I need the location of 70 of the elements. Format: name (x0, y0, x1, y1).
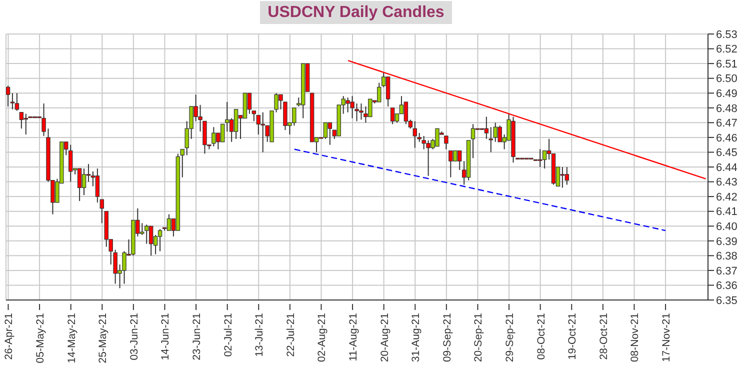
x-tick-label: 14-May-21 (66, 312, 78, 364)
y-tick-label: 6.52 (716, 44, 738, 56)
y-tick-label: 6.43 (716, 176, 738, 189)
candlestick (158, 228, 162, 252)
y-tick-label: 6.46 (716, 132, 738, 144)
y-tick-label: 6.45 (716, 147, 738, 160)
candlestick (390, 107, 395, 125)
x-tick-label: 08-Oct-21 (535, 312, 548, 360)
x-tick-label: 22-Jul-21 (284, 312, 297, 357)
x-tick-label: 31-Aug-21 (410, 312, 422, 362)
y-tick-label: 6.35 (716, 294, 738, 307)
chart-title: USDCNY Daily Candles (260, 1, 452, 24)
candlestick (542, 150, 547, 169)
y-tick-label: 6.37 (716, 265, 738, 278)
y-tick-label: 6.41 (716, 206, 738, 218)
candlestick (328, 122, 332, 146)
y-tick-label: 6.44 (716, 162, 738, 174)
x-tick-label: 29-Sep-21 (504, 312, 516, 362)
y-tick-label: 6.39 (716, 236, 738, 248)
candlestick (19, 112, 24, 130)
candlestick (180, 148, 184, 178)
y-tick-label: 6.48 (716, 102, 738, 115)
y-tick-label: 6.53 (716, 28, 738, 41)
y-tick-label: 6.49 (716, 88, 738, 100)
x-tick-label: 26-Apr-21 (3, 312, 16, 360)
candlestick (470, 124, 476, 159)
y-tick-label: 6.50 (716, 73, 738, 86)
y-tick-label: 6.38 (716, 250, 738, 263)
x-tick-label: 28-Oct-21 (598, 312, 610, 360)
candlestick (323, 122, 328, 140)
candlestick (484, 116, 489, 140)
candlestick (560, 166, 565, 188)
candlestick (82, 168, 86, 196)
x-tick-label: 23-Jun-21 (191, 312, 204, 360)
x-tick-label: 02-Jul-21 (222, 312, 234, 357)
candlestick (564, 166, 570, 186)
candlestick (444, 135, 448, 150)
candlestick (386, 76, 390, 107)
candlestick (10, 92, 15, 110)
x-tick-label: 17-Nov-21 (660, 312, 673, 362)
candlestick (247, 92, 252, 114)
x-tick-label: 25-May-21 (97, 312, 110, 364)
x-tick-label: 20-Aug-21 (378, 312, 391, 362)
candlestick (252, 110, 256, 122)
candlestick (6, 85, 10, 107)
y-tick-label: 6.51 (716, 58, 738, 70)
x-tick-label: 13-Jul-21 (254, 312, 266, 357)
candlestick (77, 168, 82, 202)
candlestick (14, 92, 20, 112)
x-tick-label: 05-May-21 (34, 312, 47, 364)
x-tick-label: 02-Aug-21 (316, 312, 328, 362)
y-tick-label: 6.36 (716, 280, 738, 292)
candlestick (234, 108, 238, 140)
y-tick-label: 6.42 (716, 191, 738, 204)
x-tick-label: 20-Sep-21 (472, 312, 485, 362)
candlestick (538, 148, 542, 168)
x-tick-label: 09-Sep-21 (441, 312, 454, 362)
y-tick-label: 6.47 (716, 118, 738, 130)
candlestick (166, 214, 172, 232)
x-tick-label: 14-Jun-21 (160, 312, 172, 360)
candlestick (404, 101, 408, 125)
x-tick-label: 03-Jun-21 (128, 312, 140, 360)
candlestick (224, 101, 230, 132)
candlestick (148, 226, 154, 256)
x-tick-label: 19-Oct-21 (566, 312, 579, 360)
x-tick-label: 11-Aug-21 (348, 312, 360, 362)
y-tick-label: 6.40 (716, 221, 738, 234)
candlestick (488, 126, 494, 153)
candlestick (95, 168, 100, 203)
x-tick-label: 08-Nov-21 (629, 312, 642, 362)
